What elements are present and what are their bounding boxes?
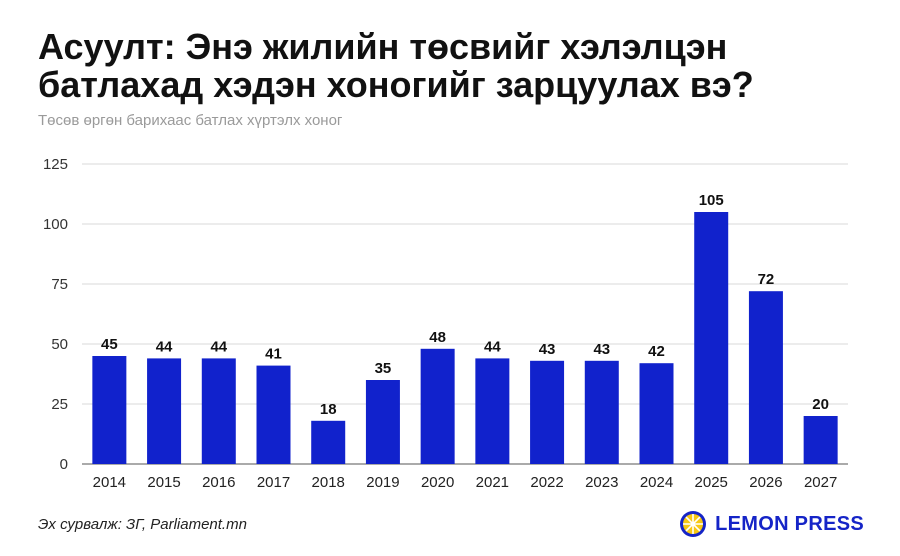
x-tick-label: 2021: [476, 474, 509, 491]
bar: [475, 358, 510, 464]
bar: [584, 360, 619, 464]
chart-title: Асуулт: Энэ жилийн төсвийг хэлэлцэн батл…: [38, 26, 754, 105]
bar: [311, 420, 346, 464]
x-tick-label: 2027: [804, 474, 837, 491]
bar: [365, 380, 400, 464]
y-tick-label: 100: [43, 216, 68, 233]
bar: [694, 212, 729, 464]
x-tick-label: 2019: [366, 474, 399, 491]
x-tick-label: 2014: [93, 474, 126, 491]
data-label: 41: [265, 346, 282, 363]
x-tick-label: 2018: [312, 474, 345, 491]
data-label: 45: [101, 336, 118, 353]
brand-logo: LEMON PRESS: [679, 510, 864, 538]
data-label: 18: [320, 401, 337, 418]
bar: [639, 363, 674, 464]
y-tick-label: 75: [51, 276, 68, 293]
bar: [420, 348, 455, 464]
data-label: 105: [699, 192, 724, 209]
data-label: 43: [593, 341, 610, 358]
data-label: 44: [210, 338, 227, 355]
data-label: 72: [758, 271, 775, 288]
bar: [92, 356, 127, 464]
y-tick-label: 125: [43, 156, 68, 173]
bar: [201, 358, 236, 464]
bar-chart: 0 25 50 75 100 125 45 2014 44 2015 44 2016 41 2017 18 2…: [43, 156, 848, 491]
x-tick-label: 2022: [530, 474, 563, 491]
y-tick-label: 50: [51, 336, 68, 353]
x-tick-label: 2016: [202, 474, 235, 491]
bar: [256, 365, 291, 464]
y-tick-label: 0: [60, 456, 68, 473]
x-tick-label: 2015: [147, 474, 180, 491]
brand-name: LEMON PRESS: [715, 512, 864, 535]
data-label: 43: [539, 341, 556, 358]
bar: [803, 416, 838, 464]
bar: [530, 360, 565, 464]
chart-subtitle: Төсөв өргөн барихаас батлах хүртэлх хоно…: [38, 112, 343, 129]
y-tick-label: 25: [51, 396, 68, 413]
data-label: 35: [375, 360, 392, 377]
x-tick-label: 2026: [749, 474, 782, 491]
x-tick-label: 2023: [585, 474, 618, 491]
lemon-logo-icon: [680, 511, 707, 537]
data-label: 44: [484, 338, 501, 355]
data-label: 42: [648, 343, 665, 360]
data-label: 44: [156, 338, 173, 355]
data-label: 20: [812, 396, 829, 413]
x-tick-label: 2024: [640, 474, 673, 491]
data-label: 48: [429, 329, 446, 346]
bar: [147, 358, 182, 464]
x-tick-label: 2025: [695, 474, 728, 491]
x-tick-label: 2017: [257, 474, 290, 491]
x-tick-label: 2020: [421, 474, 454, 491]
bar: [748, 291, 783, 464]
source-note: Эх сурвалж: ЗГ, Parliament.mn: [38, 516, 247, 533]
